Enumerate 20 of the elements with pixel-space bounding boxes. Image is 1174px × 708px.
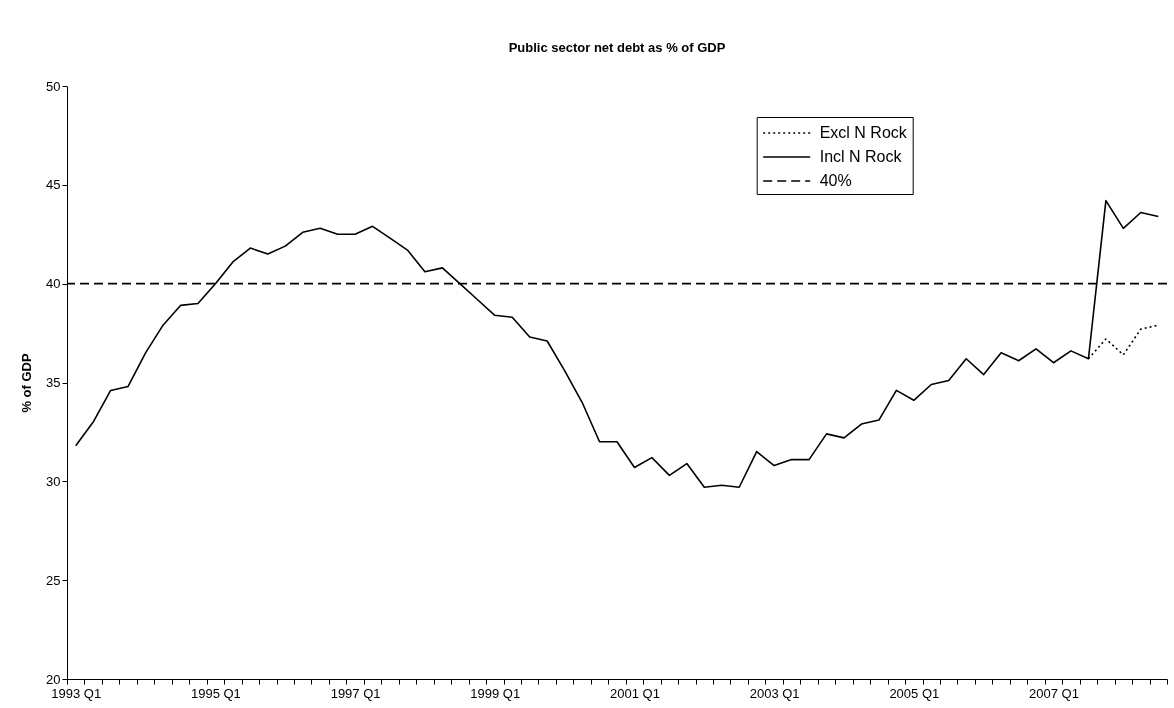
- legend-label: 40%: [819, 172, 852, 189]
- y-tick-label: 50: [46, 78, 61, 94]
- x-tick-label: 2003 Q1: [749, 685, 800, 701]
- y-tick-label: 45: [46, 177, 61, 193]
- y-tick-label: 35: [46, 375, 61, 390]
- y-axis-title: % of GDP: [19, 353, 35, 413]
- x-tick-label: 2001 Q1: [610, 685, 660, 701]
- x-tick-label: 1995 Q1: [190, 685, 241, 701]
- legend-label: Incl N Rock: [819, 148, 903, 165]
- y-tick-label: 40: [46, 276, 61, 292]
- y-tick-label: 30: [46, 473, 61, 489]
- x-tick-label: 1993 Q1: [51, 685, 102, 701]
- x-tick-label: 2007 Q1: [1029, 685, 1079, 701]
- legend-label: Excl N Rock: [819, 124, 908, 141]
- chart-title: Public sector net debt as % of GDP: [508, 40, 726, 55]
- y-tick-label: 20: [46, 671, 61, 687]
- x-tick-label: 2005 Q1: [889, 685, 940, 701]
- x-tick-label: 1997 Q1: [330, 685, 381, 701]
- x-tick-label: 1999 Q1: [470, 685, 521, 701]
- y-tick-label: 25: [46, 572, 61, 588]
